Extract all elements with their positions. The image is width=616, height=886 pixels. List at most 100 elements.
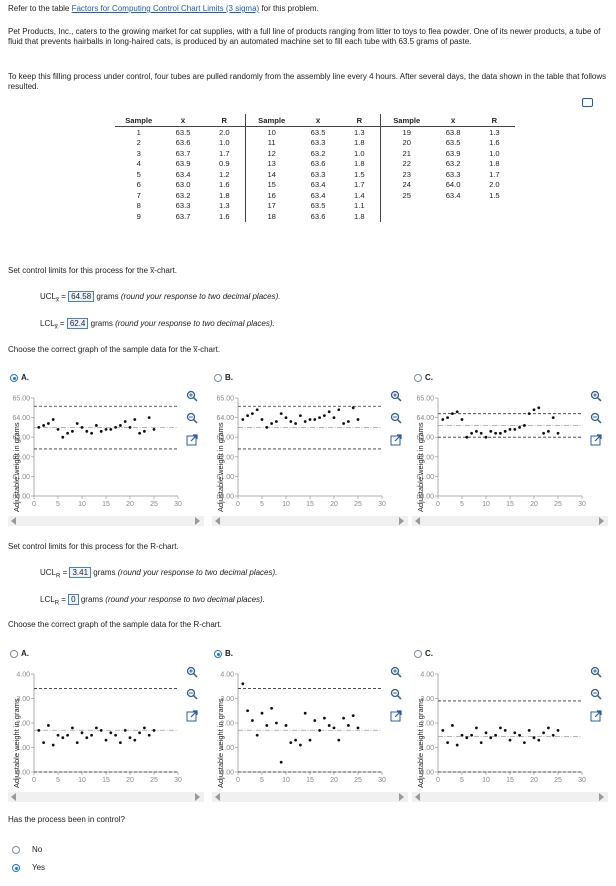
answer-yes-radio[interactable]	[12, 864, 20, 872]
scroll-right-icon[interactable]	[399, 517, 404, 525]
x-tick-label: 10	[282, 501, 290, 508]
zoom-out-icon[interactable]	[186, 412, 198, 424]
data-point	[123, 420, 127, 423]
popout-icon[interactable]	[390, 434, 402, 446]
horizontal-scrollbar[interactable]	[412, 516, 608, 526]
scroll-left-icon[interactable]	[415, 793, 420, 801]
table-cell: 63.7	[175, 211, 191, 221]
data-point	[556, 728, 560, 732]
data-point	[332, 726, 336, 730]
popout-icon[interactable]	[590, 434, 602, 446]
data-point	[279, 760, 283, 764]
popout-icon[interactable]	[186, 710, 198, 722]
answer-no-radio[interactable]	[12, 846, 20, 854]
zoom-in-icon[interactable]	[590, 666, 602, 678]
popout-icon[interactable]	[590, 710, 602, 722]
data-point	[332, 416, 336, 419]
data-point	[518, 733, 521, 737]
data-point	[318, 728, 321, 732]
r-lcl-row: LCLR = 0 grams (round your response to t…	[40, 594, 265, 607]
data-point	[313, 418, 317, 421]
table-cell: 63.9	[175, 159, 191, 169]
zoom-in-icon[interactable]	[390, 666, 402, 678]
data-point	[66, 733, 69, 737]
table-row: 8 63.3 1.3 17 63.5 1.1	[115, 200, 515, 211]
scroll-left-icon[interactable]	[415, 517, 420, 525]
xbar-lcl-answer[interactable]: 62.4	[66, 318, 89, 329]
horizontal-scrollbar[interactable]	[212, 792, 408, 802]
data-point	[241, 418, 245, 421]
x-tick-label: 10	[482, 501, 490, 508]
zoom-in-icon[interactable]	[186, 666, 198, 678]
table-cell: 1.0	[203, 137, 246, 148]
copy-icon[interactable]	[582, 98, 593, 107]
data-point	[513, 731, 517, 735]
horizontal-scrollbar[interactable]	[8, 792, 204, 802]
data-point	[289, 420, 293, 423]
refer-prefix: Refer to the table	[8, 4, 72, 13]
r-lcl-answer[interactable]: 0	[68, 594, 79, 605]
zoom-out-icon[interactable]	[590, 688, 602, 700]
xbar-prompt: Set control limits for this process for …	[8, 266, 177, 275]
xbar-option-c-label: C.	[425, 373, 433, 382]
y-tick-label: 63.00	[416, 435, 434, 442]
data-point	[265, 724, 269, 727]
table-cell: 1.7	[203, 148, 246, 159]
data-point	[441, 728, 445, 732]
scroll-left-icon[interactable]	[215, 517, 220, 525]
zoom-in-icon[interactable]	[186, 390, 198, 402]
xbar-option-b-radio[interactable]	[214, 374, 222, 382]
scroll-right-icon[interactable]	[195, 793, 200, 801]
zoom-in-icon[interactable]	[390, 390, 402, 402]
table-cell: 63.4	[310, 180, 326, 190]
data-point	[451, 412, 454, 416]
xbar-ucl-answer[interactable]: 64.58	[68, 291, 95, 302]
data-point	[109, 731, 113, 735]
zoom-in-icon[interactable]	[590, 390, 602, 402]
y-tick-label: 61.00	[12, 474, 30, 481]
r-option-c-label: C.	[425, 649, 433, 658]
horizontal-scrollbar[interactable]	[212, 516, 408, 526]
scroll-right-icon[interactable]	[599, 793, 604, 801]
y-tick-label: 3.00	[16, 696, 30, 703]
zoom-out-icon[interactable]	[186, 688, 198, 700]
horizontal-scrollbar[interactable]	[8, 516, 204, 526]
scroll-left-icon[interactable]	[215, 793, 220, 801]
table-cell: 63.2	[445, 159, 461, 169]
r-ucl-sub: R	[56, 573, 61, 580]
r-option-b-radio[interactable]	[214, 650, 222, 658]
y-tick-label: 64.00	[12, 415, 30, 422]
data-point	[537, 738, 541, 742]
scroll-left-icon[interactable]	[11, 517, 16, 525]
xbar-ucl-label: UCL	[40, 292, 57, 301]
zoom-out-icon[interactable]	[390, 688, 402, 700]
xbar-option-a-radio[interactable]	[10, 374, 18, 382]
zoom-out-icon[interactable]	[590, 412, 602, 424]
horizontal-scrollbar[interactable]	[412, 792, 608, 802]
table-cell: 10	[267, 127, 276, 137]
table-cell: 63.5	[310, 127, 326, 137]
table-cell: 22	[402, 159, 411, 169]
y-axis-label: Adjustable weight in grams	[216, 698, 225, 788]
popout-icon[interactable]	[390, 710, 402, 722]
data-point	[513, 427, 517, 431]
scroll-right-icon[interactable]	[599, 517, 604, 525]
x-tick-label: 0	[32, 501, 36, 508]
popout-icon[interactable]	[186, 434, 198, 446]
scroll-left-icon[interactable]	[11, 793, 16, 801]
xbar-option-c-radio[interactable]	[414, 374, 422, 382]
r-option-c-radio[interactable]	[414, 650, 422, 658]
factors-table-link[interactable]: Factors for Computing Control Chart Limi…	[71, 4, 260, 13]
control-question: Has the process been in control?	[8, 815, 125, 824]
data-point	[556, 431, 560, 435]
r-option-a-radio[interactable]	[10, 650, 18, 658]
table-cell	[380, 211, 432, 222]
x-tick-label: 20	[530, 501, 538, 508]
zoom-out-icon[interactable]	[390, 412, 402, 424]
r-ucl-answer[interactable]: 3.41	[69, 567, 92, 578]
x-tick-label: 30	[378, 501, 386, 508]
answer-yes-label: Yes	[32, 863, 46, 872]
data-point	[299, 743, 302, 747]
scroll-right-icon[interactable]	[399, 793, 404, 801]
scroll-right-icon[interactable]	[195, 517, 200, 525]
